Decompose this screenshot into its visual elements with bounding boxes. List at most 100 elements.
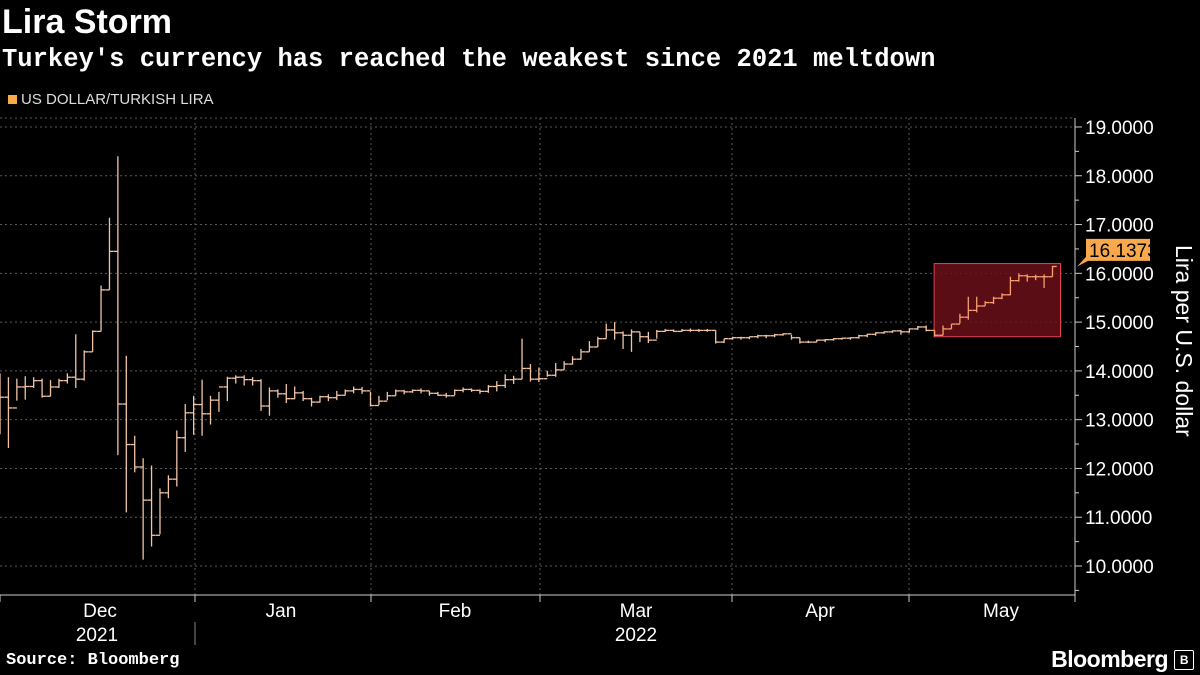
ohlc-bar — [610, 322, 619, 340]
ohlc-bar — [459, 387, 468, 393]
ohlc-bar — [795, 337, 805, 344]
ohlc-bar — [787, 333, 796, 340]
chart-title: Lira Storm — [2, 3, 173, 41]
y-tick-label: 19.0000 — [1085, 118, 1154, 139]
ohlc-bar — [635, 331, 645, 343]
bloomberg-logo: Bloomberg B — [1051, 646, 1194, 673]
ohlc-bar — [46, 380, 55, 397]
ohlc-bar — [248, 377, 257, 386]
ohlc-bar — [349, 386, 358, 394]
y-axis: 10.0000 11.0000 12.0000 13.0000 14.0000 15.00… — [1074, 118, 1154, 595]
ohlc-bar — [720, 338, 729, 344]
ohlc-bar — [71, 334, 80, 388]
ohlc-bar — [29, 377, 38, 388]
ohlc-bar — [880, 331, 889, 334]
ohlc-bar — [644, 331, 653, 344]
ohlc-bar — [939, 325, 948, 336]
ohlc-bar — [155, 488, 165, 536]
ohlc-bar — [922, 325, 931, 332]
x-year-label: 2021 — [76, 625, 118, 646]
bloomberg-terminal-icon: B — [1174, 649, 1194, 670]
ohlc-bar — [745, 336, 754, 340]
ohlc-bar — [467, 388, 476, 392]
ohlc-bar — [1014, 273, 1024, 282]
ohlc-bar — [315, 395, 325, 403]
ohlc-bar — [97, 285, 106, 333]
ohlc-bar — [189, 395, 198, 435]
ohlc-bar — [593, 336, 603, 348]
last-value-tag — [1077, 238, 1150, 267]
ohlc-bar — [324, 394, 333, 402]
ohlc-bar — [678, 328, 687, 333]
y-tick-label: 16.0000 — [1085, 264, 1154, 285]
ohlc-bar — [838, 337, 847, 340]
ohlc-bar — [652, 329, 661, 341]
ohlc-bar — [366, 390, 375, 407]
ohlc-bar — [888, 330, 897, 333]
ohlc-bar — [711, 329, 720, 344]
ohlc-bar — [736, 336, 746, 340]
ohlc-bar — [391, 389, 400, 397]
y-tick-label: 10.0000 — [1085, 557, 1154, 578]
ohlc-bar — [164, 475, 173, 499]
source-note: Source: Bloomberg — [6, 651, 180, 670]
ohlc-bar — [913, 326, 922, 330]
ohlc-bar — [172, 430, 182, 487]
ohlc-bar — [686, 328, 695, 332]
ohlc-bar — [576, 348, 586, 360]
ohlc-bar — [206, 395, 215, 425]
ohlc-bar — [358, 386, 367, 394]
ohlc-bar — [930, 329, 939, 337]
ohlc-bar — [509, 375, 518, 385]
ohlc-bar — [181, 404, 190, 452]
x-axis: Dec Jan Feb Mar Apr May 2021 2022 — [0, 594, 1076, 646]
x-month-label: Jan — [266, 601, 297, 622]
ohlc-bar — [492, 381, 501, 392]
ohlc-bar — [997, 293, 1007, 300]
ohlc-bar — [257, 379, 266, 411]
ohlc-bar — [846, 337, 855, 340]
ohlc-bar — [829, 338, 838, 341]
ohlc-bar — [526, 364, 535, 382]
ohlc-bar — [585, 341, 594, 353]
ohlc-bar — [560, 361, 569, 371]
ohlc-bar — [896, 329, 906, 335]
ohlc-bar — [80, 350, 89, 381]
ohlc-bar — [518, 338, 527, 380]
ohlc-bar — [54, 378, 64, 388]
y-tick-label: 13.0000 — [1085, 411, 1154, 432]
ohlc-bar — [113, 156, 123, 456]
ohlc-bar — [669, 329, 678, 333]
legend-label: US DOLLAR/TURKISH LIRA — [21, 91, 214, 108]
ohlc-bar — [417, 388, 426, 394]
ohlc-bar — [88, 330, 97, 353]
x-month-label: Dec — [83, 601, 117, 622]
ohlc-bar — [400, 389, 409, 395]
ohlc-bar — [198, 379, 207, 436]
ohlc-bar — [694, 328, 704, 332]
ohlc-bar — [972, 296, 981, 313]
ohlc-bar — [122, 355, 131, 513]
ohlc-bar — [273, 389, 283, 398]
x-month-label: Feb — [439, 601, 472, 622]
ohlc-bar — [332, 390, 341, 401]
y-tick-label: 18.0000 — [1085, 167, 1154, 188]
ohlc-bar — [602, 323, 611, 340]
ohlc-bar — [1048, 265, 1057, 278]
ohlc-bar — [981, 301, 990, 307]
x-month-label: Apr — [805, 601, 835, 622]
ohlc-bar — [0, 373, 5, 435]
ohlc-bar — [619, 331, 628, 349]
ohlc-bar — [863, 333, 872, 338]
ohlc-bar — [63, 373, 72, 384]
ohlc-bar — [753, 334, 762, 339]
ohlc-bar — [551, 363, 560, 377]
ohlc-bar — [442, 392, 451, 398]
ohlc-bar — [1006, 276, 1015, 296]
ohlc-bars — [0, 156, 1057, 560]
ohlc-bar — [779, 333, 788, 336]
ohlc-bar — [105, 217, 114, 291]
y-tick-label: 11.0000 — [1085, 508, 1152, 529]
highlight-box — [933, 263, 1061, 338]
